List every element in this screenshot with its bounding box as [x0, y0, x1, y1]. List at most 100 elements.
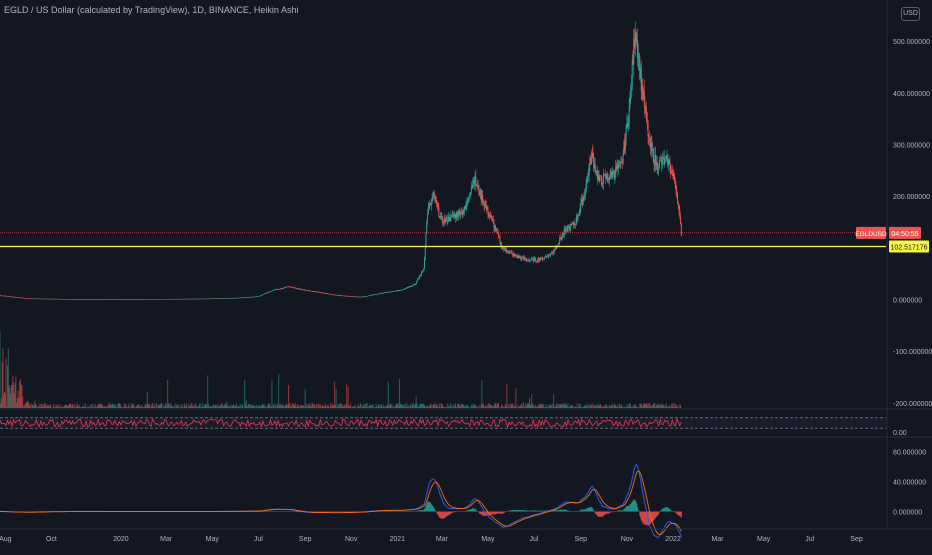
- time-axis-tick-label: Aug: [0, 536, 12, 543]
- volume-bar: [0, 331, 1, 408]
- volume-bar: [553, 394, 554, 408]
- candle-body: [588, 175, 589, 176]
- candle-body: [422, 271, 423, 272]
- time-axis-tick-label: May: [481, 536, 495, 543]
- candle-body: [456, 213, 457, 217]
- volume-bar: [336, 389, 337, 408]
- candle-body: [681, 224, 682, 235]
- candle-body: [611, 171, 612, 173]
- candle-body: [629, 107, 630, 122]
- candle-body: [478, 185, 479, 193]
- candle-body: [657, 162, 658, 170]
- time-axis-tick-label: Jul: [254, 536, 263, 543]
- candle-body: [487, 207, 488, 215]
- candle-body: [585, 191, 586, 194]
- candle-body: [436, 200, 437, 204]
- candle-body: [425, 248, 426, 259]
- volume-bar: [404, 404, 405, 408]
- macd-histogram-bar: [593, 510, 594, 511]
- time-axis-tick-label: May: [206, 536, 220, 543]
- candle-body: [284, 288, 285, 289]
- candle-body: [492, 218, 493, 220]
- candle-body: [637, 40, 638, 58]
- time-axis-tick-label: 2022: [665, 536, 681, 543]
- macd-histogram-bar: [681, 512, 682, 518]
- time-axis-tick-label: Oct: [46, 536, 57, 543]
- candle-body: [644, 91, 645, 108]
- candle-body: [423, 269, 424, 271]
- candle-body: [453, 216, 454, 217]
- candle-body: [550, 254, 551, 256]
- candle-body: [416, 282, 417, 284]
- macd-axis-tick-label: 0.000000: [893, 510, 922, 517]
- volume-bar: [154, 404, 155, 408]
- volume-bar: [367, 403, 368, 408]
- candle-body: [679, 205, 680, 210]
- volume-bar: [506, 384, 507, 408]
- candle-body: [472, 186, 473, 187]
- volume-bar: [236, 404, 237, 408]
- volume-bar: [57, 404, 58, 408]
- volume-bar: [647, 404, 648, 408]
- volume-bar: [641, 403, 642, 408]
- candle-body: [457, 216, 458, 217]
- candle-body: [475, 177, 476, 185]
- candle-body: [432, 199, 433, 200]
- price-axis-tick-label: 500.000000: [893, 39, 930, 46]
- chart-title: EGLD / US Dollar (calculated by TradingV…: [4, 5, 298, 15]
- candle-body: [470, 193, 471, 196]
- candle-body: [568, 228, 569, 232]
- time-axis-tick-label: Mar: [436, 536, 449, 543]
- price-axis-tick-label: 300.000000: [893, 143, 930, 150]
- candle-body: [469, 199, 470, 200]
- candle-body: [554, 250, 555, 252]
- candle-body: [583, 196, 584, 199]
- candle-body: [578, 215, 579, 216]
- candle-body: [438, 206, 439, 216]
- candle-body: [506, 249, 507, 251]
- volume-bar: [350, 404, 351, 408]
- candle-body: [463, 211, 464, 212]
- candle-body: [441, 216, 442, 218]
- macd-axis-tick-label: 80.000000: [893, 450, 926, 457]
- volume-bar: [681, 408, 682, 409]
- candle-body: [608, 177, 609, 179]
- candle-body: [553, 252, 554, 253]
- candle-body: [602, 183, 603, 184]
- candle-body: [577, 216, 578, 219]
- rsi-pane: [0, 418, 886, 428]
- volume-bar: [149, 405, 150, 408]
- candle-body: [497, 229, 498, 233]
- candle-body: [413, 285, 414, 286]
- candle-body: [584, 194, 585, 195]
- volume-bar: [481, 380, 482, 408]
- candle-body: [571, 224, 572, 225]
- candle-body: [408, 287, 409, 288]
- volume-bar: [36, 404, 37, 408]
- candle-body: [426, 222, 427, 234]
- time-axis-tick-label: Sep: [575, 536, 588, 543]
- candle-body: [274, 290, 275, 291]
- candle-body: [434, 192, 435, 196]
- candle-body: [442, 219, 443, 224]
- candle-body: [535, 258, 536, 261]
- time-axis-tick-label: 2020: [113, 536, 129, 543]
- volume-bar: [325, 403, 326, 408]
- currency-badge[interactable]: USD: [901, 7, 920, 21]
- volume-bar: [207, 375, 208, 408]
- volume-bar: [278, 374, 279, 408]
- candle-body: [262, 295, 263, 296]
- candle-body: [500, 237, 501, 243]
- volume-bar: [186, 403, 187, 408]
- volume-bar: [568, 403, 569, 408]
- candle-body: [629, 98, 630, 107]
- candle-body: [432, 196, 433, 200]
- candle-body: [428, 207, 429, 214]
- candle-body: [659, 160, 660, 168]
- volume-bar: [85, 403, 86, 408]
- candle-body: [653, 149, 654, 162]
- candle-body: [558, 243, 559, 245]
- candle-body: [412, 286, 413, 287]
